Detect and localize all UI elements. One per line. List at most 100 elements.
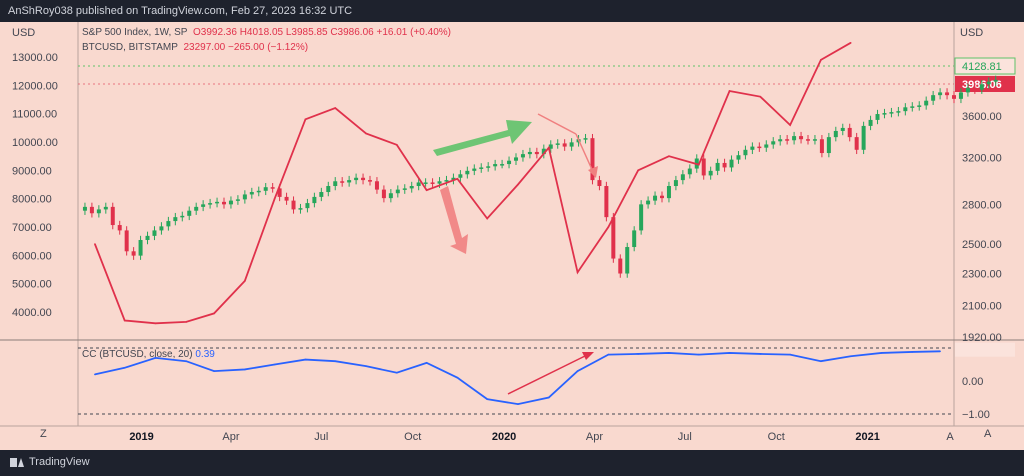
- candle-body: [541, 148, 546, 155]
- candle-body: [194, 206, 199, 211]
- left-tick-label: 10000.00: [12, 137, 58, 149]
- grid: [0, 22, 1024, 427]
- candle-body: [340, 181, 345, 183]
- candle-body: [451, 177, 456, 181]
- candle-body: [437, 181, 442, 184]
- btc-legend-values: 23297.00 −265.00 (−1.12%): [183, 42, 309, 53]
- btc-point: [334, 107, 337, 109]
- candle-body: [597, 180, 602, 187]
- auto-scale-button[interactable]: A: [984, 428, 992, 440]
- x-tick-label: A: [946, 431, 954, 443]
- candle-body: [347, 180, 352, 183]
- left-tick-label: 8000.00: [12, 194, 52, 206]
- candle-body: [89, 206, 94, 214]
- candle-body: [847, 127, 852, 138]
- zoom-button[interactable]: Z: [40, 428, 47, 440]
- candle-body: [771, 141, 776, 145]
- candle-body: [660, 195, 664, 199]
- btc-point: [849, 42, 852, 44]
- candle-body: [896, 111, 901, 113]
- candle-body: [500, 164, 505, 166]
- btc-point: [789, 124, 791, 126]
- x-tick-label: 2020: [492, 431, 516, 443]
- x-tick-label: Apr: [586, 431, 603, 443]
- candle-body: [514, 157, 518, 161]
- candle-body: [569, 142, 574, 147]
- cc-point: [789, 353, 791, 356]
- spx-candles: [82, 75, 998, 278]
- cc-point: [456, 376, 459, 379]
- btc-legend: BTCUSD, BITSTAMP 23297.00 −265.00 (−1.12…: [82, 42, 308, 53]
- cc-point: [759, 353, 762, 355]
- btc-point: [123, 319, 126, 322]
- candle-body: [687, 168, 692, 175]
- x-tick-label: Apr: [222, 431, 239, 443]
- cc-line: [94, 350, 941, 406]
- candle-body: [604, 186, 609, 218]
- candle-body: [374, 181, 379, 190]
- candle-body: [201, 204, 206, 207]
- candle-body: [868, 119, 873, 126]
- right-tick-label: 3200.00: [962, 152, 1002, 164]
- cc-legend-label: CC (BTCUSD, close, 20): [82, 349, 193, 360]
- spx-legend-ohlc: O3992.36 H4018.05 L3985.85 C3986.06 +16.…: [193, 27, 451, 38]
- candle-body: [215, 201, 220, 204]
- candle-body: [673, 180, 678, 187]
- candle-body: [993, 79, 998, 82]
- x-tick-label: 2021: [855, 431, 879, 443]
- candle-body: [235, 199, 240, 201]
- candle-body: [152, 230, 157, 236]
- candle-body: [701, 158, 706, 176]
- candle-body: [409, 186, 414, 189]
- cc-point: [697, 353, 700, 356]
- candle-body: [646, 200, 651, 205]
- candle-body: [326, 186, 331, 193]
- cc-point: [668, 352, 670, 354]
- candle-body: [263, 187, 268, 191]
- tradingview-logo-icon: [10, 457, 24, 467]
- btc-line: [94, 42, 852, 325]
- left-tick-label: 11000.00: [12, 109, 57, 121]
- candle-body: [757, 146, 762, 149]
- tradingview-brand[interactable]: TradingView: [10, 456, 90, 468]
- left-tick-label: 6000.00: [12, 250, 52, 262]
- left-tick-label: 5000.00: [12, 279, 52, 291]
- btc-point: [517, 183, 519, 186]
- candle-body: [875, 114, 880, 120]
- candle-body: [812, 139, 817, 141]
- right-axis: USD 3600.00 3200.00 2800.00 2500.00 2300.00 21…: [954, 27, 1016, 344]
- candle-body: [639, 204, 644, 231]
- candle-body: [729, 159, 734, 168]
- cc-point: [939, 350, 941, 353]
- candle-body: [833, 130, 838, 138]
- btc-point: [273, 197, 276, 200]
- candle-body: [256, 190, 261, 193]
- candle-body: [444, 180, 449, 182]
- cc-point: [396, 371, 398, 374]
- candle-body: [479, 167, 484, 169]
- candle-body: [458, 174, 463, 178]
- btc-price-line: [94, 42, 852, 325]
- cc-point: [244, 368, 246, 371]
- candle-body: [861, 125, 866, 150]
- candle-body: [952, 95, 956, 99]
- candle-body: [298, 208, 303, 210]
- candle-body: [131, 251, 136, 256]
- candle-body: [284, 196, 289, 201]
- candle-body: [187, 210, 192, 216]
- btc-point: [820, 59, 822, 61]
- cc-legend: CC (BTCUSD, close, 20) 0.39: [82, 349, 215, 360]
- candle-body: [493, 164, 498, 167]
- cc-current-box: [955, 342, 1015, 357]
- candle-body: [180, 215, 185, 218]
- brand-name: TradingView: [29, 456, 90, 468]
- candle-body: [750, 146, 755, 150]
- candle-body: [103, 206, 108, 210]
- candle-body: [924, 100, 929, 106]
- left-tick-label: 12000.00: [12, 80, 58, 92]
- btc-point: [728, 90, 731, 92]
- btc-point: [396, 144, 398, 146]
- candle-body: [562, 143, 567, 147]
- cc-tick-label: 0.00: [962, 376, 983, 388]
- cc-point: [154, 357, 157, 359]
